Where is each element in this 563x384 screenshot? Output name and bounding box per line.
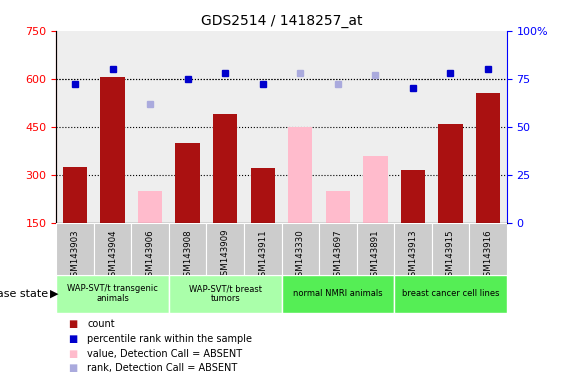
Text: WAP-SVT/t breast
tumors: WAP-SVT/t breast tumors	[189, 284, 262, 303]
Bar	[401, 170, 425, 223]
Bar	[356, 223, 394, 275]
Text: WAP-SVT/t transgenic
animals: WAP-SVT/t transgenic animals	[67, 284, 158, 303]
Text: disease state: disease state	[0, 289, 48, 299]
Text: GSM143915: GSM143915	[446, 229, 455, 281]
Bar	[56, 223, 94, 275]
Bar	[207, 223, 244, 275]
Text: GSM143904: GSM143904	[108, 229, 117, 281]
Bar	[213, 114, 238, 223]
Bar	[131, 223, 169, 275]
Bar	[469, 223, 507, 275]
Text: GSM143903: GSM143903	[70, 229, 79, 281]
Bar	[438, 124, 463, 223]
Bar	[100, 77, 125, 223]
Bar	[394, 275, 507, 313]
Bar	[176, 143, 200, 223]
Bar	[138, 191, 162, 223]
Text: GSM143891: GSM143891	[371, 229, 380, 281]
Text: GSM143908: GSM143908	[183, 229, 192, 281]
Bar	[169, 223, 207, 275]
Text: normal NMRI animals: normal NMRI animals	[293, 289, 383, 298]
Text: ■: ■	[69, 349, 78, 359]
Text: GSM143697: GSM143697	[333, 229, 342, 281]
Bar	[282, 223, 319, 275]
Bar	[251, 168, 275, 223]
Bar	[282, 275, 394, 313]
Title: GDS2514 / 1418257_at: GDS2514 / 1418257_at	[201, 14, 362, 28]
Bar	[363, 156, 387, 223]
Text: GSM143911: GSM143911	[258, 229, 267, 281]
Text: ▶: ▶	[50, 289, 58, 299]
Bar	[56, 275, 169, 313]
Text: GSM143916: GSM143916	[484, 229, 493, 281]
Text: count: count	[87, 319, 115, 329]
Bar	[476, 93, 500, 223]
Bar	[169, 275, 282, 313]
Text: breast cancer cell lines: breast cancer cell lines	[401, 289, 499, 298]
Text: GSM143906: GSM143906	[146, 229, 155, 281]
Text: value, Detection Call = ABSENT: value, Detection Call = ABSENT	[87, 349, 243, 359]
Bar	[432, 223, 469, 275]
Text: GSM143330: GSM143330	[296, 229, 305, 282]
Bar	[288, 127, 312, 223]
Bar	[325, 191, 350, 223]
Text: GSM143913: GSM143913	[408, 229, 417, 281]
Bar	[244, 223, 282, 275]
Bar	[394, 223, 432, 275]
Text: ■: ■	[69, 363, 78, 373]
Text: ■: ■	[69, 334, 78, 344]
Text: ■: ■	[69, 319, 78, 329]
Text: percentile rank within the sample: percentile rank within the sample	[87, 334, 252, 344]
Text: rank, Detection Call = ABSENT: rank, Detection Call = ABSENT	[87, 363, 238, 373]
Bar	[94, 223, 131, 275]
Bar	[319, 223, 356, 275]
Bar	[63, 167, 87, 223]
Text: GSM143909: GSM143909	[221, 229, 230, 281]
